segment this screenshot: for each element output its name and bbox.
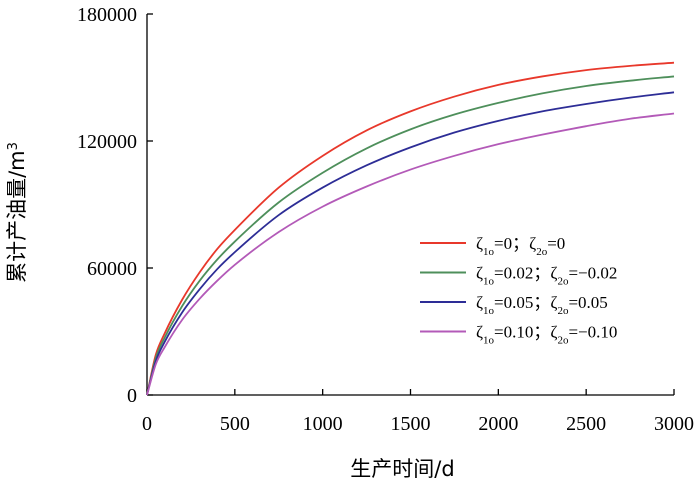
y-tick-label: 0 [127,385,137,407]
legend-label: ζ1o=0.10；ζ2o=−0.10 [476,323,617,347]
legend-item-1: ζ1o=0；ζ2o=0 [420,234,565,258]
x-tick-label: 2500 [566,413,606,435]
series-line-4 [146,112,675,396]
x-tick-label: 3000 [654,413,694,435]
legend-item-4: ζ1o=0.10；ζ2o=−0.10 [420,323,617,347]
legend-label: ζ1o=0.02；ζ2o=−0.02 [476,264,617,288]
svg-text:累计产油量/m3: 累计产油量/m3 [5,142,29,283]
x-tick-label: 1500 [391,413,431,435]
legend-item-2: ζ1o=0.02；ζ2o=−0.02 [420,264,617,288]
y-tick-label: 180000 [77,4,137,26]
y-axis-title-superscript: 3 [6,142,21,150]
x-tick-label: 2000 [478,413,518,435]
x-tick-label: 500 [220,413,250,435]
x-axis-title: 生产时间/d [350,457,454,481]
y-tick-label: 120000 [77,131,137,153]
legend-label: ζ1o=0；ζ2o=0 [476,234,565,258]
y-axis-title: 累计产油量/m3 [5,142,29,283]
series-line-3 [146,91,675,396]
legend-item-3: ζ1o=0.05；ζ2o=0.05 [420,293,608,317]
y-tick-label: 60000 [87,258,137,280]
series-line-1 [146,61,675,396]
legend-label: ζ1o=0.05；ζ2o=0.05 [476,293,608,317]
ticks: 0 500 1000 1500 2000 2500 3000 0 60000 120000 1800… [77,4,694,435]
y-axis-title-text: 累计产油量/m [5,150,29,283]
x-tick-label: 1000 [303,413,343,435]
series-group [146,61,675,396]
x-tick-label: 0 [142,413,152,435]
series-line-2 [146,75,675,396]
legend: ζ1o=0；ζ2o=0 ζ1o=0.02；ζ2o=−0.02 ζ1o=0.05；ζ2… [420,234,617,347]
